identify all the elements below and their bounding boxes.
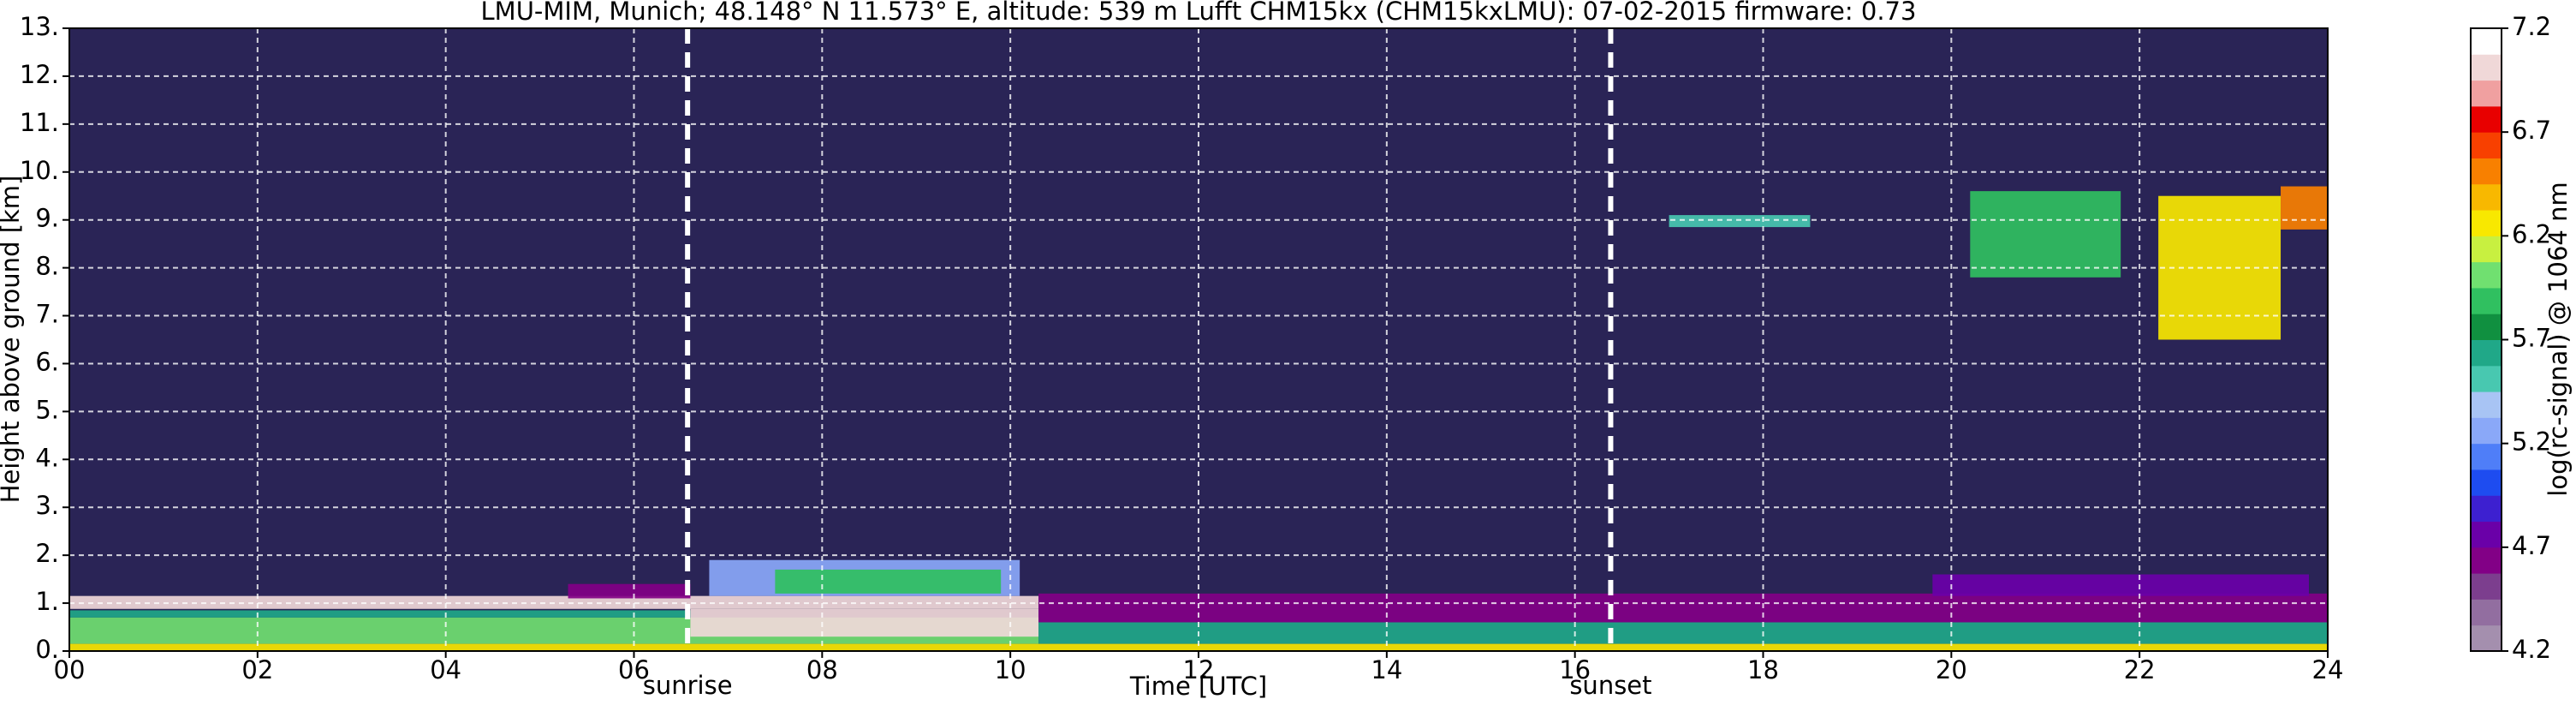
signal-region [775,569,1002,594]
colorbar-tick-label: 4.7 [2512,531,2551,560]
colorbar-label: log(rc-signal) @ 1064 nm [2543,182,2573,496]
y-tick-label: 12. [20,60,59,89]
x-tick-label: 06 [618,655,650,684]
marker-label: sunrise [643,671,733,700]
x-tick-label: 04 [430,655,461,684]
x-tick-label: 08 [806,655,838,684]
colorbar-swatch [2471,495,2502,523]
marker-label: sunset [1569,671,1651,700]
signal-region [568,583,691,599]
signal-region [2281,186,2328,230]
colorbar-swatch [2471,365,2502,392]
x-tick-label: 22 [2124,655,2156,684]
y-tick-label: 2. [35,539,59,568]
colorbar-swatch [2471,573,2502,600]
colorbar-tick-label: 6.2 [2512,219,2551,248]
y-tick-label: 7. [35,300,59,329]
colorbar-tick-label: 7.2 [2512,12,2551,41]
colorbar-tick-label: 5.2 [2512,427,2551,457]
colorbar-swatch [2471,624,2502,652]
signal-region [690,608,1039,637]
x-tick-label: 20 [1936,655,1967,684]
colorbar-swatch [2471,287,2502,314]
y-axis-label: Height above ground [km] [0,176,25,504]
signal-region [1038,593,2328,623]
signal-region [69,643,2328,651]
colorbar-swatch [2471,210,2502,236]
x-tick-label: 18 [1747,655,1779,684]
y-tick-label: 6. [35,347,59,376]
y-tick-label: 10. [20,156,59,185]
signal-region [1932,574,2310,596]
x-tick-label: 00 [54,655,86,684]
colorbar-swatch [2471,54,2502,81]
chart-title: LMU-MIM, Munich; 48.148° N 11.573° E, al… [481,0,1917,26]
signal-region [1669,215,1811,228]
y-tick-label: 13. [20,12,59,41]
colorbar-tick-label: 5.7 [2512,324,2551,353]
colorbar-swatch [2471,417,2502,445]
plot-frame [68,27,2329,652]
colorbar-swatch [2471,339,2502,367]
colorbar-swatch [2471,132,2502,158]
colorbar-swatch [2471,547,2502,574]
signal-region [1038,622,2328,644]
x-tick-label: 16 [1559,655,1591,684]
colorbar-swatch [2471,80,2502,107]
colorbar-tick-label: 4.2 [2512,635,2551,664]
colorbar-swatch [2471,28,2502,55]
colorbar-tick-label: 6.7 [2512,116,2551,145]
y-tick-label: 5. [35,395,59,424]
colorbar-swatch [2471,261,2502,289]
y-tick-label: 11. [20,108,59,137]
colorbar-swatch [2471,469,2502,496]
colorbar-swatch [2471,314,2502,340]
colorbar-swatch [2471,443,2502,470]
y-tick-label: 0. [35,635,59,664]
colorbar-swatch [2471,391,2502,418]
colorbar-swatch [2471,236,2502,263]
x-axis-label: Time [UTC] [1129,672,1267,701]
y-tick-label: 1. [35,587,59,616]
x-tick-label: 02 [241,655,273,684]
y-tick-label: 4. [35,443,59,472]
colorbar-swatch [2471,158,2502,185]
x-tick-label: 24 [2312,655,2344,684]
x-tick-label: 14 [1371,655,1402,684]
colorbar-swatch [2471,521,2502,548]
colorbar-swatch [2471,599,2502,626]
y-tick-label: 9. [35,204,59,233]
y-tick-label: 8. [35,252,59,281]
y-tick-label: 3. [35,491,59,520]
colorbar-swatch [2471,183,2502,211]
signal-region [69,610,691,618]
x-tick-label: 10 [995,655,1026,684]
colorbar-swatch [2471,105,2502,133]
x-tick-label: 12 [1183,655,1215,684]
signal-region [1970,191,2121,278]
